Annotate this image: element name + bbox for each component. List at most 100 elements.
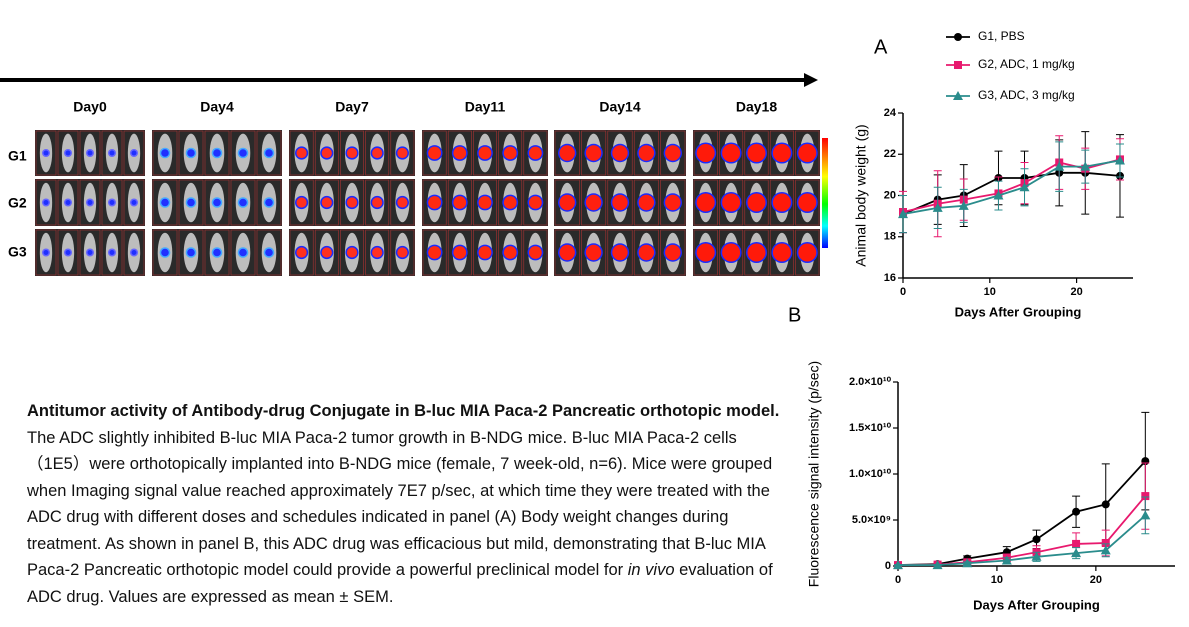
frame: [365, 229, 390, 276]
signal: [87, 150, 93, 156]
legend-label: G2, ADC, 1 mg/kg: [978, 57, 1075, 71]
point: [1101, 539, 1110, 547]
frame: [498, 130, 523, 176]
frame: [498, 179, 523, 226]
legend-marker: [954, 61, 962, 69]
signal: [43, 250, 49, 255]
y-tick-label: 20: [884, 189, 896, 201]
x-tick-label: 10: [991, 574, 1003, 586]
frame: [719, 179, 744, 226]
frame: [769, 229, 794, 276]
frame: [340, 229, 364, 276]
frame: [340, 179, 364, 226]
frame: [230, 130, 256, 176]
point: [958, 200, 969, 210]
panel-label: A: [874, 36, 888, 58]
frame: [554, 130, 580, 176]
frame: [693, 229, 718, 276]
frame: [447, 229, 472, 276]
frame: [390, 229, 415, 276]
signal: [798, 193, 817, 212]
frame: [79, 179, 101, 226]
frame: [289, 229, 314, 276]
series-line: [902, 158, 1121, 213]
point: [1032, 535, 1041, 544]
signal: [213, 248, 221, 257]
frame: [633, 130, 659, 176]
signal: [453, 196, 467, 209]
signal: [43, 200, 49, 205]
signal: [109, 250, 115, 255]
signal: [503, 196, 517, 209]
legend-marker: [953, 91, 963, 100]
signal: [372, 147, 383, 159]
signal: [265, 149, 273, 157]
frame: [178, 130, 204, 176]
point: [993, 190, 1004, 200]
point: [1100, 545, 1111, 555]
frame: [523, 229, 548, 276]
signal: [772, 193, 791, 212]
signal: [559, 145, 575, 161]
y-tick-label: 1.5×10¹⁰: [849, 422, 892, 434]
signal: [612, 145, 628, 161]
frame: [204, 130, 230, 176]
point: [898, 209, 908, 219]
signal: [638, 244, 655, 261]
signal: [346, 197, 358, 208]
frame: [769, 130, 794, 176]
frame: [744, 229, 769, 276]
frame: [152, 229, 178, 276]
frame: [744, 130, 769, 176]
frame: [256, 179, 282, 226]
x-tick-label: 0: [900, 286, 906, 298]
frame: [314, 179, 339, 226]
frame: [523, 130, 548, 176]
signal: [798, 243, 817, 262]
signal: [665, 145, 681, 161]
signal: [503, 246, 517, 259]
frame: [365, 179, 390, 226]
frame: [79, 229, 101, 276]
y-tick-label: 5.0×10⁹: [852, 514, 891, 526]
point: [1072, 539, 1081, 548]
signal: [722, 144, 741, 162]
y-tick-label: 22: [884, 148, 896, 160]
signal: [397, 197, 408, 208]
point: [1019, 182, 1030, 192]
frame: [101, 130, 123, 176]
day-label: Day0: [73, 99, 107, 115]
signal: [65, 200, 71, 205]
signal: [585, 244, 602, 261]
signal: [109, 150, 115, 156]
group-label: G3: [8, 244, 27, 260]
signal: [213, 198, 221, 207]
frame: [447, 179, 472, 226]
signal: [696, 243, 715, 262]
panel-label: B: [788, 304, 801, 326]
signal: [638, 194, 655, 211]
point: [1140, 510, 1151, 520]
day-label: Day7: [335, 99, 369, 115]
color-bar: [822, 138, 828, 248]
x-tick-label: 20: [1070, 286, 1082, 298]
frame: [178, 179, 204, 226]
signal: [321, 247, 332, 258]
signal: [161, 198, 169, 207]
frame: [178, 229, 204, 276]
signal: [529, 196, 542, 209]
frame: [152, 179, 178, 226]
signal: [346, 247, 358, 258]
signal: [478, 146, 492, 160]
series-line: [898, 514, 1146, 566]
signal: [772, 243, 791, 262]
legend-marker: [954, 33, 962, 41]
y-axis-label: Fluorescence signal intensity (p/sec): [806, 361, 822, 587]
frame: [204, 229, 230, 276]
caption-text: The ADC slightly inhibited B-luc MIA Pac…: [27, 428, 773, 580]
signal: [239, 198, 247, 207]
day-label: Day11: [465, 99, 506, 115]
frame: [256, 229, 282, 276]
